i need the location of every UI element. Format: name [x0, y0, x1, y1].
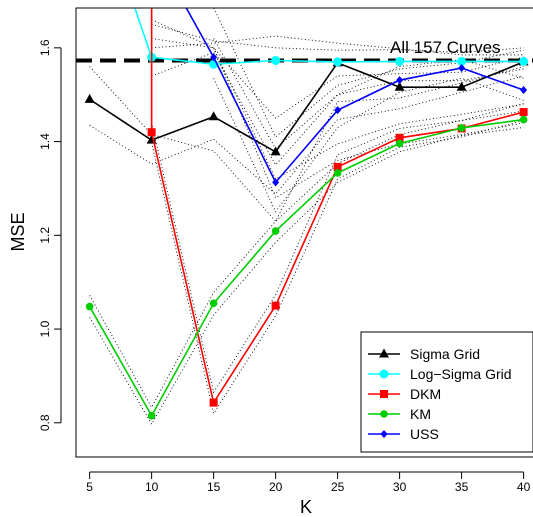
legend-box: [360, 331, 533, 453]
legend-label: Sigma Grid: [410, 346, 480, 362]
point-uss-k35: [458, 63, 466, 72]
series-line-km: [88, 118, 524, 418]
series-km: [85, 115, 528, 420]
x-tick-label: 5: [86, 480, 93, 494]
legend-marker: [380, 410, 388, 418]
point-uss-k30: [396, 76, 404, 85]
x-tick-label: 25: [331, 480, 345, 494]
y-tick-label: 1.2: [38, 227, 52, 244]
point-log-sigma-grid-k25: [333, 57, 343, 67]
legend: Sigma Grid Log−Sigma Grid DKM KM USS: [360, 331, 533, 453]
x-tick-label: 10: [145, 480, 159, 494]
legend-item-uss: USS: [368, 426, 439, 442]
point-km-k15: [209, 299, 218, 308]
x-tick-label: 30: [393, 480, 407, 494]
dotted-curve-6: [151, 120, 524, 415]
legend-label: DKM: [410, 386, 441, 402]
point-uss-k25: [334, 106, 342, 115]
y-tick-label: 1.0: [38, 320, 52, 337]
series-line-sigma-grid: [89, 61, 524, 153]
point-dkm-k10: [147, 128, 156, 137]
series-line-log-sigma-grid: [134, 8, 524, 66]
legend-item-km: KM: [368, 406, 431, 422]
point-dkm-k30: [395, 133, 404, 142]
point-log-sigma-grid-k40: [519, 56, 529, 66]
dotted-curve-10: [213, 77, 524, 213]
point-sigma-grid-k15: [208, 111, 219, 121]
series-layer: [84, 8, 529, 420]
dotted-curve-12: [213, 8, 524, 138]
point-log-sigma-grid-k30: [395, 56, 405, 66]
reference-line-label: All 157 Curves: [390, 38, 501, 57]
point-km-k40: [519, 115, 528, 124]
dotted-curve-2: [89, 75, 524, 195]
y-axis-label: MSE: [8, 212, 28, 251]
legend-label: Log−Sigma Grid: [410, 366, 512, 382]
x-tick-label: 15: [207, 480, 221, 494]
point-dkm-k20: [271, 301, 280, 310]
dotted-curve-14: [151, 38, 524, 180]
y-tick-label: 1.4: [38, 133, 52, 150]
legend-marker: [379, 348, 389, 358]
point-uss-k20: [272, 178, 280, 187]
x-tick-label: 40: [517, 480, 531, 494]
point-sigma-grid-k30: [394, 81, 405, 91]
legend-marker: [379, 369, 389, 379]
point-dkm-k25: [333, 162, 342, 171]
x-tick-label: 35: [455, 480, 469, 494]
point-km-k20: [271, 227, 280, 235]
point-uss-k15: [210, 53, 218, 62]
x-axis-label: K: [300, 497, 312, 517]
point-log-sigma-grid-k35: [457, 56, 467, 66]
axes: 5 10 15 20 25 30 35 40 0.8 1.0 1.2 1.4 1.6: [38, 39, 531, 494]
point-km-k35: [457, 124, 466, 132]
point-sigma-grid-k20: [270, 146, 281, 156]
legend-label: USS: [410, 426, 439, 442]
point-km-k25: [333, 169, 342, 177]
legend-item-dkm: DKM: [368, 386, 441, 402]
point-log-sigma-grid-k20: [271, 55, 281, 65]
legend-marker: [380, 390, 388, 398]
legend-item-sigma-grid: Sigma Grid: [368, 346, 480, 362]
point-dkm-k40: [519, 108, 528, 117]
legend-item-log-sigma-grid: Log−Sigma Grid: [368, 366, 512, 382]
x-tick-label: 20: [269, 480, 283, 494]
dotted-curve-9: [213, 38, 524, 150]
plot-border: [75, 7, 533, 458]
legend-label: KM: [410, 406, 431, 422]
legend-marker: [380, 430, 388, 438]
series-uss: [185, 8, 528, 187]
series-log-sigma-grid: [134, 8, 529, 69]
dotted-curve-15: [213, 47, 524, 199]
y-tick-label: 0.8: [38, 414, 52, 431]
point-km-k30: [395, 139, 404, 148]
point-km-k5: [85, 302, 94, 311]
point-km-k10: [147, 411, 156, 420]
dotted-curve-5: [151, 103, 524, 394]
point-dkm-k15: [209, 398, 218, 407]
series-line-uss: [185, 8, 524, 184]
point-sigma-grid-k5: [84, 93, 95, 103]
dotted-curve-11: [151, 19, 524, 119]
y-tick-label: 1.6: [38, 39, 52, 56]
point-uss-k40: [520, 86, 528, 95]
point-sigma-grid-k35: [456, 81, 467, 91]
